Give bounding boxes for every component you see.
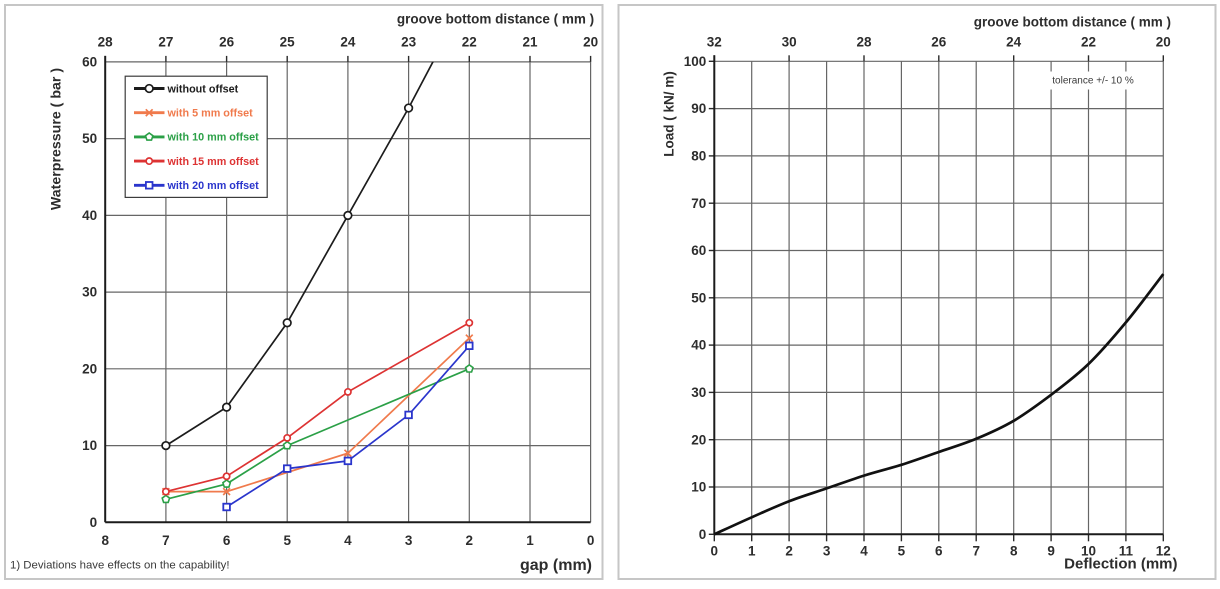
svg-text:20: 20 [583,35,598,50]
svg-text:with 5 mm offset: with 5 mm offset [167,108,254,120]
svg-text:1) Deviations have effects on: 1) Deviations have effects on the capabi… [10,560,230,572]
svg-text:40: 40 [82,208,97,223]
svg-text:10: 10 [1081,544,1096,559]
svg-text:20: 20 [1156,35,1171,50]
svg-text:23: 23 [401,35,417,50]
svg-text:2: 2 [466,533,474,548]
svg-text:40: 40 [691,338,706,353]
svg-text:0: 0 [90,515,98,530]
svg-text:tolerance +/- 10 %: tolerance +/- 10 % [1052,76,1134,87]
svg-text:7: 7 [972,544,980,559]
svg-text:24: 24 [1006,35,1022,50]
svg-text:1: 1 [526,533,534,548]
svg-text:100: 100 [684,54,707,69]
svg-text:groove bottom distance ( mm ): groove bottom distance ( mm ) [397,12,594,27]
svg-text:30: 30 [782,35,797,50]
svg-text:groove bottom distance ( mm ): groove bottom distance ( mm ) [974,15,1171,30]
svg-text:without offset: without offset [167,83,239,95]
svg-text:4: 4 [860,544,868,559]
svg-text:5: 5 [283,533,291,548]
svg-text:with 10 mm offset: with 10 mm offset [167,132,260,144]
svg-text:90: 90 [691,101,706,116]
svg-text:gap (mm): gap (mm) [520,557,592,574]
svg-text:12: 12 [1156,544,1171,559]
svg-text:22: 22 [1081,35,1096,50]
svg-text:30: 30 [82,285,97,300]
svg-text:24: 24 [340,35,356,50]
svg-text:0: 0 [699,527,707,542]
svg-text:with 15 mm offset: with 15 mm offset [167,156,260,168]
svg-text:32: 32 [707,35,722,50]
svg-text:25: 25 [280,35,296,50]
svg-text:8: 8 [101,533,109,548]
svg-text:26: 26 [219,35,235,50]
svg-text:8: 8 [1010,544,1018,559]
svg-text:Load ( kN/ m): Load ( kN/ m) [662,71,677,157]
svg-text:28: 28 [856,35,872,50]
svg-text:7: 7 [162,533,170,548]
svg-text:70: 70 [691,196,706,211]
svg-text:80: 80 [691,149,706,164]
svg-text:30: 30 [691,385,706,400]
svg-text:10: 10 [691,480,706,495]
svg-text:2: 2 [785,544,793,559]
svg-text:20: 20 [691,432,706,447]
svg-text:60: 60 [82,55,97,70]
svg-text:11: 11 [1119,544,1134,559]
svg-text:10: 10 [82,438,97,453]
svg-text:60: 60 [691,243,706,258]
svg-text:3: 3 [823,544,831,559]
svg-text:5: 5 [898,544,906,559]
svg-text:6: 6 [935,544,943,559]
svg-text:28: 28 [98,35,114,50]
svg-text:Waterpressure ( bar ): Waterpressure ( bar ) [49,68,65,210]
svg-text:Deflection (mm): Deflection (mm) [1064,556,1177,573]
svg-text:6: 6 [223,533,231,548]
svg-text:0: 0 [587,533,595,548]
svg-text:27: 27 [158,35,173,50]
svg-text:26: 26 [931,35,947,50]
svg-text:4: 4 [344,533,352,548]
svg-text:3: 3 [405,533,413,548]
svg-text:with 20 mm offset: with 20 mm offset [167,180,260,192]
svg-text:22: 22 [462,35,477,50]
svg-text:0: 0 [711,544,719,559]
svg-text:20: 20 [82,361,97,376]
svg-text:1: 1 [748,544,756,559]
svg-text:9: 9 [1047,544,1055,559]
svg-text:50: 50 [82,131,97,146]
svg-text:21: 21 [522,35,538,50]
svg-text:50: 50 [691,290,706,305]
